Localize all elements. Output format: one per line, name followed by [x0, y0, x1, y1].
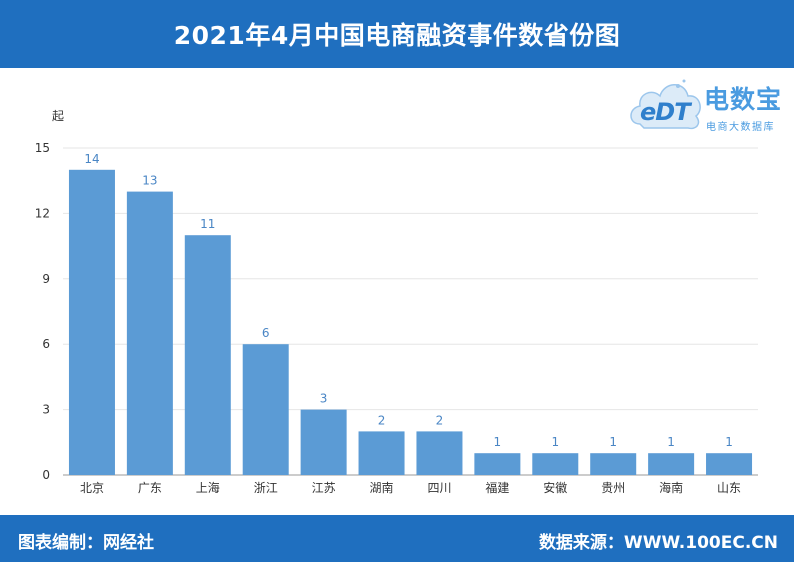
footer-source: 数据来源：WWW.100EC.CN: [538, 533, 778, 553]
data-label: 2: [378, 413, 386, 427]
data-label: 1: [551, 435, 559, 449]
header-bar: 2021年4月中国电商融资事件数省份图: [0, 0, 794, 68]
data-label: 14: [84, 152, 99, 166]
y-tick-label: 15: [35, 141, 50, 155]
bar: [590, 453, 637, 475]
x-tick-label: 海南: [659, 480, 683, 495]
cloud-logo-icon: [630, 79, 701, 130]
x-tick-label: 北京: [80, 481, 104, 495]
bar-chart: 0369121514北京13广东11上海6浙江3江苏2湖南2四川1福建1安徽1贵…: [35, 109, 758, 495]
footer-bar: 图表编制：网经社 数据来源：WWW.100EC.CN: [0, 515, 794, 562]
y-tick-label: 9: [42, 272, 50, 286]
label-layer: 0369121514北京13广东11上海6浙江3江苏2湖南2四川1福建1安徽1贵…: [35, 141, 741, 495]
data-label: 11: [200, 217, 215, 231]
page-title: 2021年4月中国电商融资事件数省份图: [173, 21, 621, 50]
x-tick-label: 上海: [196, 480, 220, 495]
bar: [358, 431, 405, 475]
bar: [648, 453, 695, 475]
y-tick-label: 12: [35, 206, 50, 220]
bar-layer: [68, 169, 753, 476]
data-label: 1: [494, 435, 502, 449]
bar: [242, 344, 289, 475]
bar: [532, 453, 579, 475]
x-tick-label: 四川: [427, 481, 451, 495]
data-label: 1: [725, 435, 733, 449]
y-tick-label: 6: [42, 337, 50, 351]
logo-subtitle: 电商大数据库: [706, 122, 775, 133]
y-tick-label: 0: [42, 468, 50, 482]
x-tick-label: 江苏: [312, 481, 336, 495]
data-label: 1: [609, 435, 617, 449]
footer-credit: 图表编制：网经社: [18, 533, 154, 553]
bar: [416, 431, 463, 475]
x-tick-label: 安徽: [543, 480, 567, 495]
bar: [126, 191, 173, 475]
bar: [706, 453, 753, 475]
brand-logo: eDT 电数宝 电商大数据库: [626, 72, 794, 140]
x-tick-label: 湖南: [370, 480, 394, 495]
logo-letters: eDT: [640, 98, 691, 126]
x-tick-label: 山东: [717, 481, 741, 495]
data-label: 1: [667, 435, 675, 449]
data-label: 13: [142, 174, 157, 188]
data-label: 3: [320, 392, 328, 406]
bar: [474, 453, 521, 475]
bar: [184, 235, 231, 475]
y-tick-label: 3: [42, 403, 50, 417]
x-tick-label: 浙江: [254, 481, 278, 495]
logo-brand: 电数宝: [704, 85, 783, 114]
y-axis-unit: 起: [52, 109, 64, 123]
bar: [300, 409, 347, 475]
x-tick-label: 广东: [138, 481, 162, 495]
data-label: 6: [262, 326, 270, 340]
x-tick-label: 福建: [485, 480, 509, 495]
data-label: 2: [436, 413, 444, 427]
x-tick-label: 贵州: [601, 481, 625, 495]
bar: [68, 169, 115, 476]
grid-layer: [63, 147, 758, 476]
